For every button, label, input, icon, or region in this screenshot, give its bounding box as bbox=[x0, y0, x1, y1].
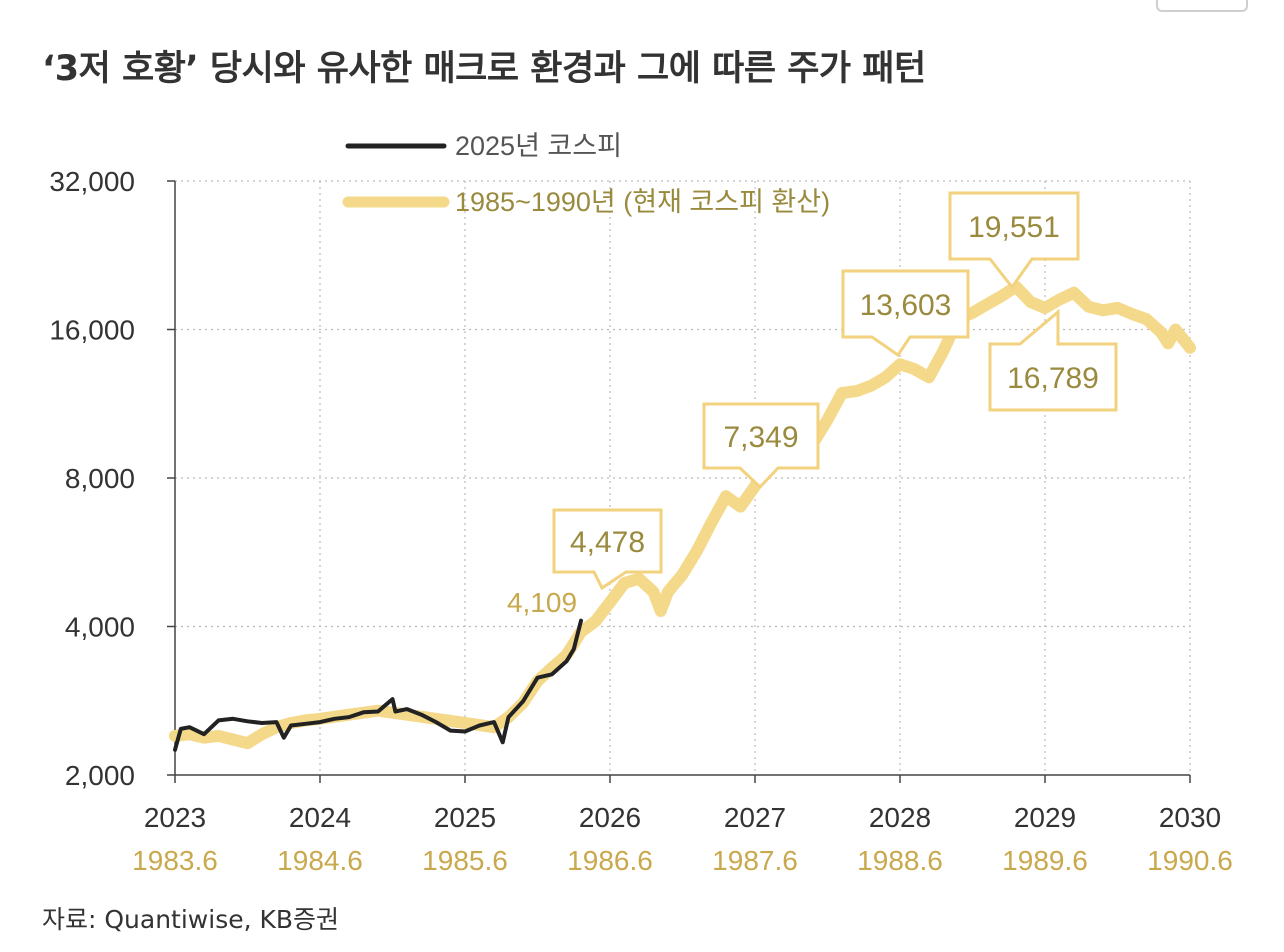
x-tick-label-secondary: 1988.6 bbox=[857, 845, 943, 876]
x-tick-label: 2029 bbox=[1014, 802, 1076, 833]
annotation-label: 19,551 bbox=[968, 211, 1060, 244]
series-line-1985-1990 bbox=[169, 280, 1196, 750]
annotations: 19,551 13,603 16,789 7,349 4,478 4,109 bbox=[507, 191, 1118, 618]
y-tick-label: 4,000 bbox=[65, 612, 135, 643]
grid bbox=[175, 180, 1191, 775]
annotation-label: 4,478 bbox=[570, 526, 645, 559]
annotation-callout: 4,478 bbox=[552, 508, 663, 591]
x-tick-label-secondary: 1987.6 bbox=[712, 845, 798, 876]
annotation-callout: 16,789 bbox=[988, 308, 1118, 412]
y-tick-label: 16,000 bbox=[49, 315, 135, 346]
x-tick-label-secondary: 1989.6 bbox=[1002, 845, 1088, 876]
x-tick-label: 2023 bbox=[144, 802, 206, 833]
x-tick-label: 2025 bbox=[434, 802, 496, 833]
annotation-label: 7,349 bbox=[723, 421, 798, 454]
x-tick-label: 2027 bbox=[724, 802, 786, 833]
x-tick-label: 2024 bbox=[289, 802, 351, 833]
x-tick-label-secondary: 1983.6 bbox=[132, 845, 218, 876]
x-tick-label-secondary: 1990.6 bbox=[1147, 845, 1233, 876]
window-corner bbox=[1156, 0, 1248, 12]
page-title: ‘3저 호황’ 당시와 유사한 매크로 환경과 그에 따른 주가 패턴 bbox=[42, 49, 926, 89]
legend-label-kospi: 2025년 코스피 bbox=[455, 131, 622, 161]
annotation-callout: 7,349 bbox=[702, 402, 820, 490]
annotation-label: 16,789 bbox=[1007, 362, 1099, 395]
annotation-label: 13,603 bbox=[860, 289, 952, 322]
annotation-label: 4,109 bbox=[507, 587, 577, 618]
annotation-box bbox=[702, 402, 820, 490]
annotation-callout: 13,603 bbox=[841, 269, 970, 358]
series bbox=[169, 280, 1196, 752]
annotation-box bbox=[988, 308, 1118, 412]
annotation-box bbox=[948, 191, 1080, 290]
series-line-kospi-2025 bbox=[173, 618, 583, 752]
legend-label-past: 1985~1990년 (현재 코스피 환산) bbox=[455, 187, 830, 217]
annotation-callout: 19,551 bbox=[948, 191, 1080, 290]
x-tick-label: 2028 bbox=[869, 802, 931, 833]
source-note: 자료: Quantiwise, KB증권 bbox=[42, 905, 340, 934]
x-tick-label-secondary: 1985.6 bbox=[422, 845, 508, 876]
y-tick-label: 2,000 bbox=[65, 760, 135, 791]
x-tick-label: 2026 bbox=[579, 802, 641, 833]
annotation-box bbox=[552, 508, 663, 591]
legend: 2025년 코스피 1985~1990년 (현재 코스피 환산) bbox=[342, 131, 830, 217]
annotation-box bbox=[841, 269, 970, 358]
y-tick-label: 8,000 bbox=[65, 463, 135, 494]
y-tick-label: 32,000 bbox=[49, 166, 135, 197]
x-tick-label-secondary: 1986.6 bbox=[567, 845, 653, 876]
x-tick-label-secondary: 1984.6 bbox=[277, 845, 363, 876]
x-tick-label: 2030 bbox=[1159, 802, 1221, 833]
axes: 2,000 4,000 8,000 16,000 32,000 2023 1983.6 202… bbox=[49, 166, 1232, 876]
